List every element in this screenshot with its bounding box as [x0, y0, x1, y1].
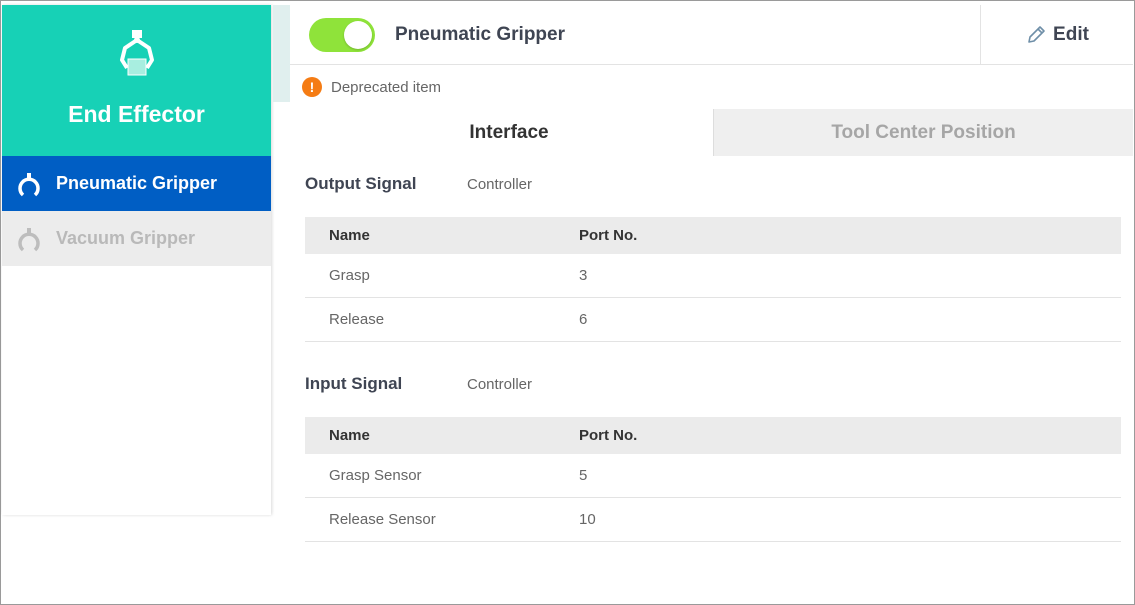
gripper-icon	[2, 5, 271, 80]
divider	[273, 5, 290, 102]
signal-name: Grasp Sensor	[329, 467, 422, 484]
table-row: Grasp Sensor 5	[305, 454, 1121, 498]
port-number: 3	[579, 267, 588, 284]
deprecated-notice: ! Deprecated item	[290, 65, 1133, 109]
enable-toggle[interactable]	[309, 17, 375, 52]
output-signal-section: Output Signal Controller Name Port No. Gra…	[305, 156, 1121, 342]
table-row: Release 6	[305, 298, 1121, 342]
sidebar-item-label: Vacuum Gripper	[56, 228, 196, 248]
table-row: Release Sensor 10	[305, 498, 1121, 542]
table-header: Name Port No.	[305, 217, 1121, 254]
table-header: Name Port No.	[305, 417, 1121, 454]
pencil-icon	[1028, 25, 1045, 43]
section-title: Output Signal	[305, 174, 417, 193]
port-number: 10	[579, 511, 596, 528]
section-title: Input Signal	[305, 374, 403, 393]
section-source: Controller	[467, 175, 533, 193]
column-name: Name	[329, 227, 370, 244]
main-panel: Pneumatic Gripper Edit ! Deprecated item…	[290, 5, 1133, 542]
sidebar-title: End Effector	[68, 101, 205, 127]
gripper-claw-icon	[18, 227, 40, 251]
section-source: Controller	[467, 375, 533, 393]
input-signal-section: Input Signal Controller Name Port No. Gras…	[305, 356, 1121, 542]
sidebar-item-label: Pneumatic Gripper	[56, 173, 218, 193]
signal-name: Grasp	[329, 267, 370, 284]
tab-tool-center-position[interactable]: Tool Center Position	[713, 109, 1133, 156]
item-name: Pneumatic Gripper	[395, 23, 565, 45]
port-number: 5	[579, 467, 588, 484]
sidebar-header: End Effector	[2, 5, 271, 156]
signal-name: Release	[329, 311, 385, 328]
sidebar-item-vacuum-gripper[interactable]: Vacuum Gripper	[2, 211, 271, 266]
tab-interface[interactable]: Interface	[469, 121, 549, 143]
column-name: Name	[329, 427, 370, 444]
table-row: Grasp 3	[305, 254, 1121, 298]
signal-name: Release Sensor	[329, 511, 436, 528]
port-number: 6	[579, 311, 588, 328]
edit-button[interactable]: Edit	[980, 5, 1133, 64]
item-header: Pneumatic Gripper Edit	[290, 5, 1133, 65]
column-port: Port No.	[579, 227, 638, 244]
tab-bar: Interface Tool Center Position	[305, 109, 1133, 156]
sidebar: End Effector Pneumatic Gripper Vacuum Gr…	[2, 5, 271, 515]
warning-text: Deprecated item	[331, 78, 442, 96]
warning-icon: !	[302, 77, 322, 97]
gripper-claw-icon	[18, 172, 40, 196]
sidebar-item-pneumatic-gripper[interactable]: Pneumatic Gripper	[2, 156, 271, 211]
edit-label: Edit	[1053, 23, 1089, 45]
column-port: Port No.	[579, 427, 638, 444]
